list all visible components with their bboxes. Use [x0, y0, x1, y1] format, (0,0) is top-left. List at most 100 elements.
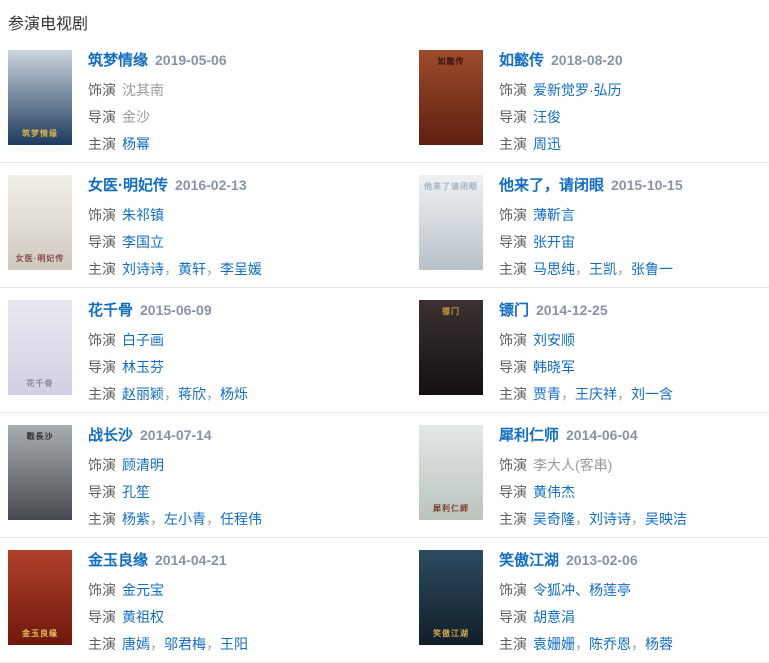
director-name[interactable]: 李国立	[122, 234, 164, 250]
poster-image[interactable]: 如懿传	[419, 50, 483, 145]
series-title-link[interactable]: 笑傲江湖	[499, 552, 560, 569]
name-separator: ，	[150, 511, 164, 527]
starring-names: 贾青，王庆祥，刘一含	[533, 386, 673, 402]
starring-names: 唐嫣，邬君梅，王阳	[122, 636, 248, 652]
role-name[interactable]: 令狐冲、杨莲亭	[533, 582, 631, 598]
poster-image[interactable]: 镖门	[419, 300, 483, 395]
starring-actor-link[interactable]: 吴映洁	[645, 511, 687, 527]
starring-actor-link[interactable]: 左小青	[164, 511, 206, 527]
starring-actor-link[interactable]: 马思纯	[533, 261, 575, 277]
poster-caption: 笑傲江湖	[433, 629, 469, 638]
poster-image[interactable]: 戰長沙	[8, 425, 72, 520]
director-name: 金沙	[122, 109, 150, 125]
role-label: 饰演	[88, 457, 116, 473]
starring-actor-link[interactable]: 王阳	[220, 636, 248, 652]
starring-actor-link[interactable]: 赵丽颖	[122, 386, 164, 402]
starring-actor-link[interactable]: 袁姗姗	[533, 636, 575, 652]
starring-actor-link[interactable]: 杨幂	[122, 136, 150, 152]
starring-actor-link[interactable]: 刘一含	[631, 386, 673, 402]
starring-actor-link[interactable]: 吴奇隆	[533, 511, 575, 527]
poster-image[interactable]: 女医·明妃传	[8, 175, 72, 270]
starring-actor-link[interactable]: 蒋欣	[178, 386, 206, 402]
starring-label: 主演	[499, 636, 527, 652]
starring-actor-link[interactable]: 王凯	[589, 261, 617, 277]
director-name[interactable]: 黄祖权	[122, 609, 164, 625]
poster-image[interactable]: 犀利仁師	[419, 425, 483, 520]
role-name[interactable]: 顾清明	[122, 457, 164, 473]
director-name[interactable]: 黄伟杰	[533, 484, 575, 500]
poster-image[interactable]: 笑傲江湖	[419, 550, 483, 645]
director-name[interactable]: 汪俊	[533, 109, 561, 125]
starring-line: 主演 马思纯，王凯，张鲁一	[499, 262, 683, 276]
series-title-link[interactable]: 犀利仁师	[499, 427, 560, 444]
role-name[interactable]: 薄靳言	[533, 207, 575, 223]
name-separator: ，	[206, 386, 220, 402]
tv-series-card: 如懿传 如懿传 2018-08-20 饰演 爱新觉罗·弘历 导演 汪俊 主演 周迅	[411, 50, 769, 151]
poster-image[interactable]: 金玉良缘	[8, 550, 72, 645]
series-info: 犀利仁师 2014-06-04 饰演 李大人(客串) 导演 黄伟杰 主演 吴奇隆，刘诗诗…	[499, 425, 687, 526]
tv-series-card: 女医·明妃传 女医·明妃传 2016-02-13 饰演 朱祁镇 导演 李国立 主演 刘诗…	[0, 175, 411, 276]
starring-actor-link[interactable]: 陈乔恩	[589, 636, 631, 652]
role-line: 饰演 金元宝	[88, 583, 248, 597]
starring-label: 主演	[499, 386, 527, 402]
poster-image[interactable]: 花千骨	[8, 300, 72, 395]
director-name[interactable]: 张开宙	[533, 234, 575, 250]
poster-image[interactable]: 他来了请闭眼	[419, 175, 483, 270]
starring-names: 刘诗诗，黄轩，李呈媛	[122, 261, 262, 277]
director-line: 导演 胡意涓	[499, 610, 673, 624]
release-date: 2014-12-25	[536, 302, 608, 318]
starring-names: 马思纯，王凯，张鲁一	[533, 261, 673, 277]
starring-actor-link[interactable]: 李呈媛	[220, 261, 262, 277]
role-name[interactable]: 刘安顺	[533, 332, 575, 348]
starring-actor-link[interactable]: 邬君梅	[164, 636, 206, 652]
series-title-link[interactable]: 如懿传	[499, 52, 545, 69]
director-name[interactable]: 韩晓军	[533, 359, 575, 375]
name-separator: ，	[150, 636, 164, 652]
starring-actor-link[interactable]: 杨蓉	[645, 636, 673, 652]
series-title-link[interactable]: 他来了，请闭眼	[499, 177, 605, 194]
starring-actor-link[interactable]: 王庆祥	[575, 386, 617, 402]
series-info: 笑傲江湖 2013-02-06 饰演 令狐冲、杨莲亭 导演 胡意涓 主演 袁姗姗，陈乔恩…	[499, 550, 673, 651]
name-separator: ，	[164, 386, 178, 402]
series-title-link[interactable]: 战长沙	[88, 427, 134, 444]
role-line: 饰演 顾清明	[88, 458, 262, 472]
poster-caption: 女医·明妃传	[15, 254, 65, 263]
poster-image[interactable]: 筑梦情缘	[8, 50, 72, 145]
role-label: 饰演	[88, 582, 116, 598]
role-line: 饰演 李大人(客串)	[499, 458, 687, 472]
director-name[interactable]: 林玉芬	[122, 359, 164, 375]
series-info: 筑梦情缘 2019-05-06 饰演 沈其南 导演 金沙 主演 杨幂	[88, 50, 227, 151]
poster-caption: 犀利仁師	[433, 504, 469, 513]
release-date: 2018-08-20	[551, 52, 623, 68]
starring-label: 主演	[499, 136, 527, 152]
starring-actor-link[interactable]: 唐嫣	[122, 636, 150, 652]
director-name[interactable]: 胡意涓	[533, 609, 575, 625]
series-title-link[interactable]: 女医·明妃传	[88, 177, 168, 194]
series-title-link[interactable]: 镖门	[499, 302, 530, 319]
starring-label: 主演	[499, 261, 527, 277]
role-name[interactable]: 朱祁镇	[122, 207, 164, 223]
tv-series-card: 戰長沙 战长沙 2014-07-14 饰演 顾清明 导演 孔笙 主演 杨紫，左小青，任程…	[0, 425, 411, 526]
series-title-link[interactable]: 金玉良缘	[88, 552, 149, 569]
series-info: 如懿传 2018-08-20 饰演 爱新觉罗·弘历 导演 汪俊 主演 周迅	[499, 50, 623, 151]
role-label: 饰演	[88, 207, 116, 223]
starring-line: 主演 吴奇隆，刘诗诗，吴映洁	[499, 512, 687, 526]
starring-actor-link[interactable]: 杨紫	[122, 511, 150, 527]
role-name[interactable]: 爱新觉罗·弘历	[533, 82, 622, 98]
starring-actor-link[interactable]: 刘诗诗	[589, 511, 631, 527]
starring-actor-link[interactable]: 刘诗诗	[122, 261, 164, 277]
starring-actor-link[interactable]: 周迅	[533, 136, 561, 152]
series-title-link[interactable]: 花千骨	[88, 302, 134, 319]
series-info: 镖门 2014-12-25 饰演 刘安顺 导演 韩晓军 主演 贾青，王庆祥，刘一含	[499, 300, 673, 401]
director-line: 导演 汪俊	[499, 110, 623, 124]
director-name[interactable]: 孔笙	[122, 484, 150, 500]
director-label: 导演	[88, 109, 116, 125]
starring-actor-link[interactable]: 杨烁	[220, 386, 248, 402]
role-name[interactable]: 白子画	[122, 332, 164, 348]
role-name[interactable]: 金元宝	[122, 582, 164, 598]
starring-actor-link[interactable]: 黄轩	[178, 261, 206, 277]
starring-actor-link[interactable]: 贾青	[533, 386, 561, 402]
series-title-link[interactable]: 筑梦情缘	[88, 52, 149, 69]
starring-actor-link[interactable]: 张鲁一	[631, 261, 673, 277]
starring-actor-link[interactable]: 任程伟	[220, 511, 262, 527]
